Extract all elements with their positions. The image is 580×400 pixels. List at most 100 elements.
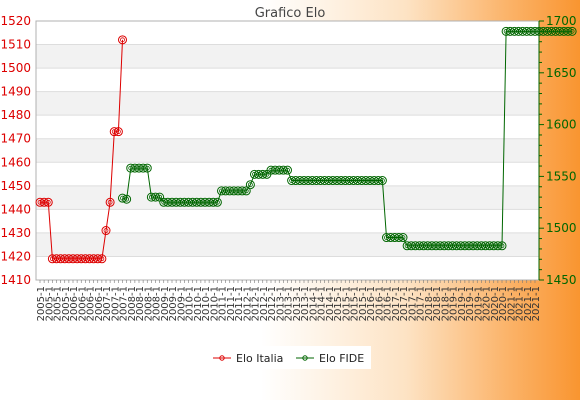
legend-label-elo-fide: Elo FIDE <box>319 352 364 365</box>
series-point-1 <box>398 233 408 243</box>
series-point-1 <box>118 193 127 203</box>
right-tick-label: 1700 <box>546 14 577 28</box>
x-tick-label: 2008-1 <box>143 286 154 321</box>
series-point-inner-0 <box>115 129 121 135</box>
series-point-0 <box>113 127 123 137</box>
x-tick-label: 2013-1 <box>292 286 303 321</box>
series-point-0 <box>43 197 53 207</box>
x-tick-label: 2017-1 <box>416 286 427 321</box>
x-tick-label: 2007-1 <box>102 286 113 321</box>
left-tick-label: 1460 <box>0 155 31 169</box>
x-tick-label: 2013-1 <box>284 286 295 321</box>
x-tick-label: 2019-1 <box>473 286 484 321</box>
series-point-inner-1 <box>264 171 270 177</box>
series-point-inner-1 <box>285 167 290 173</box>
x-tick-label: 2011-1 <box>234 286 245 321</box>
x-tick-label: 2017-1 <box>407 286 418 321</box>
legend-label-elo-italia: Elo Italia <box>236 352 283 365</box>
x-tick-label: 2012-1 <box>242 286 253 321</box>
legend: Elo Italia Elo FIDE <box>207 346 371 369</box>
series-point-inner-1 <box>214 199 220 205</box>
x-tick-label: 2012-1 <box>267 286 278 321</box>
left-tick-label: 1500 <box>0 61 31 75</box>
x-tick-label: 2010-1 <box>185 286 196 321</box>
x-tick-label: 2010-1 <box>193 286 204 321</box>
x-tick-label: 2011-1 <box>218 286 229 321</box>
x-tick-label: 2019-1 <box>465 286 476 321</box>
x-tick-label: 2005-1 <box>61 286 72 321</box>
grid-band <box>36 21 539 45</box>
right-tick-label: 1550 <box>546 169 577 183</box>
x-tick-label: 2012-1 <box>251 286 262 321</box>
x-tick-label: 2007-1 <box>110 286 121 321</box>
right-axis: 1450 1500 1550 1600 1650 1700 <box>538 14 577 287</box>
series-point-1 <box>138 163 148 173</box>
left-tick-label: 1470 <box>0 132 31 146</box>
grid-band <box>36 209 539 233</box>
series-point-inner-1 <box>124 196 130 202</box>
series-point-1 <box>208 197 218 207</box>
x-tick-label: 2017-1 <box>399 286 410 321</box>
right-tick-label: 1650 <box>546 66 577 80</box>
x-tick-label: 2008-1 <box>152 286 163 321</box>
x-tick-label: 2010-1 <box>209 286 220 321</box>
x-tick-label: 2016-1 <box>374 286 385 321</box>
grid-band <box>36 256 539 280</box>
series-point-1 <box>241 186 251 196</box>
series-point-inner-1 <box>499 243 505 249</box>
left-tick-label: 1510 <box>0 38 31 52</box>
grid-band <box>36 232 539 257</box>
x-tick-label: 2014-1 <box>308 286 319 321</box>
left-tick-label: 1420 <box>0 249 31 263</box>
x-tick-label: 2009-1 <box>168 286 179 321</box>
series-point-0 <box>118 35 127 45</box>
x-tick-label: 2018-1 <box>440 286 451 321</box>
grid-band <box>36 68 539 92</box>
plot-background <box>36 21 539 281</box>
x-tick-label: 2011-1 <box>226 286 237 321</box>
series-point-1 <box>237 186 247 196</box>
right-tick-label: 1600 <box>546 118 577 132</box>
left-tick-label: 1520 <box>0 14 31 28</box>
x-tick-label: 2015-1 <box>333 286 344 321</box>
series-point-1 <box>212 197 222 207</box>
series-point-1 <box>122 194 132 204</box>
series-point-0 <box>105 197 115 207</box>
x-tick-label: 2018-1 <box>424 286 435 321</box>
series-point-inner-1 <box>379 178 385 183</box>
series-point-1 <box>373 176 383 186</box>
left-tick-label: 1410 <box>0 273 31 287</box>
x-tick-label: 2014-1 <box>325 286 336 321</box>
series-point-inner-1 <box>157 194 163 200</box>
x-tick-label: 2016-1 <box>366 286 377 321</box>
series-point-inner-0 <box>99 256 105 262</box>
series-point-0 <box>97 254 107 264</box>
series-point-1 <box>563 26 573 36</box>
x-tick-label: 2014-1 <box>317 286 328 321</box>
series-point-1 <box>278 165 288 175</box>
left-tick-label: 1450 <box>0 179 31 193</box>
right-tick-label: 1500 <box>546 221 577 235</box>
x-tick-label: 2013-1 <box>275 286 286 321</box>
x-tick-label: 2016-1 <box>383 286 394 321</box>
x-tick-label: 2020-1 <box>490 286 501 321</box>
series-point-inner-1 <box>400 235 406 240</box>
x-tick-label: 2019-1 <box>449 286 460 321</box>
series-point-inner-0 <box>45 199 51 205</box>
x-tick-label: 2009-1 <box>176 286 187 321</box>
x-tick-label: 2019-1 <box>457 286 468 321</box>
series-point-inner-0 <box>120 37 125 43</box>
left-tick-label: 1440 <box>0 202 31 216</box>
series-point-1 <box>394 233 404 243</box>
legend-marker-elo-italia <box>219 355 225 361</box>
series-point-0 <box>101 226 111 236</box>
legend-box <box>207 346 371 369</box>
x-tick-label: 2015-1 <box>350 286 361 321</box>
x-tick-label: 2005-1 <box>44 286 55 321</box>
x-tick-label: 2018-1 <box>432 286 443 321</box>
x-tick-label: 2015-1 <box>358 286 369 321</box>
series-point-1 <box>258 169 268 179</box>
x-tick-label: 2021-1 <box>523 286 534 321</box>
x-tick-label: 2012-1 <box>259 286 270 321</box>
